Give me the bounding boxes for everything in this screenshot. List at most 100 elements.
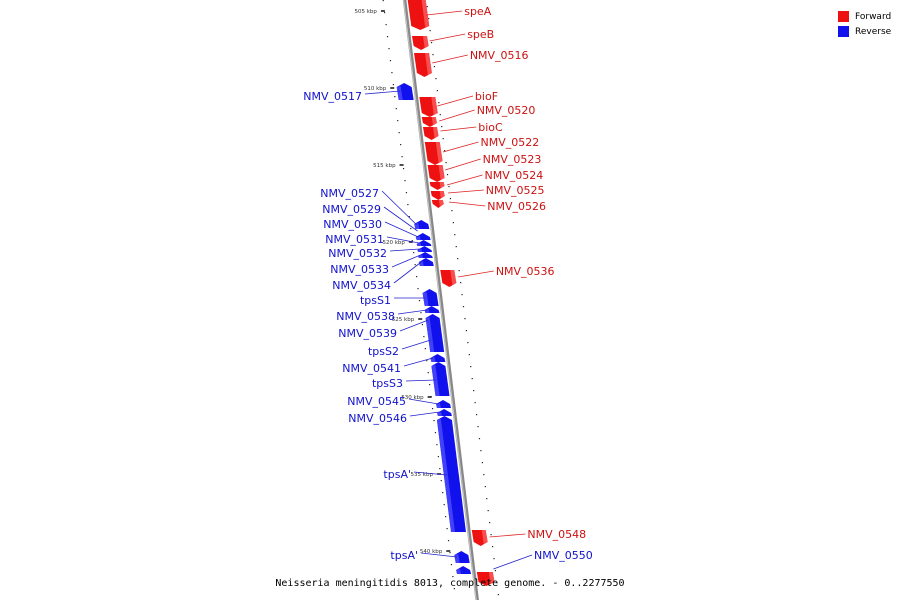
- forward-leader-line: [437, 95, 474, 107]
- reverse-gene-block[interactable]: [422, 289, 439, 306]
- reverse-gene-block[interactable]: [456, 566, 472, 574]
- rail-dot-left: [408, 216, 410, 218]
- forward-gene-block[interactable]: [431, 200, 444, 208]
- forward-gene-label: speA: [464, 5, 491, 18]
- reverse-gene-block[interactable]: [416, 240, 432, 246]
- forward-gene-block[interactable]: [440, 270, 457, 287]
- reverse-gene-label: NMV_0539: [338, 327, 397, 340]
- reverse-gene-block[interactable]: [414, 220, 430, 229]
- rail-dot-left: [388, 48, 390, 50]
- tick-label: 540 kbp: [420, 549, 443, 555]
- reverse-gene-block[interactable]: [418, 258, 434, 266]
- forward-gene-label: NMV_0520: [477, 104, 536, 117]
- rail-dot-left: [382, 0, 384, 2]
- forward-gene-label: NMV_0522: [480, 136, 539, 149]
- rail-dot-left: [414, 264, 416, 266]
- reverse-gene-label: NMV_0550: [534, 549, 593, 562]
- rail-dot-left: [450, 564, 453, 566]
- rail-dot-left: [410, 228, 412, 230]
- reverse-leader-line: [408, 398, 439, 405]
- rail-dot-right: [477, 426, 479, 428]
- reverse-swatch: [838, 26, 849, 37]
- reverse-leader-line: [381, 190, 418, 226]
- forward-gene-block[interactable]: [476, 572, 495, 586]
- reverse-gene-label: NMV_0541: [342, 362, 401, 375]
- reverse-gene-block[interactable]: [436, 416, 466, 532]
- forward-leader-line: [489, 533, 526, 538]
- forward-gene-block[interactable]: [411, 36, 429, 50]
- rail-dot-right: [441, 126, 443, 128]
- forward-gene-label: NMV_0524: [484, 169, 543, 182]
- rail-dot-right: [471, 378, 473, 380]
- rail-dot-right: [452, 222, 454, 224]
- forward-gene-label: bioF: [475, 90, 498, 103]
- forward-gene-label: NMV_0525: [486, 184, 545, 197]
- forward-swatch: [838, 11, 849, 22]
- forward-gene-block[interactable]: [471, 530, 488, 546]
- rail-dot-left: [385, 24, 387, 26]
- rail-dot-right: [429, 30, 431, 32]
- tick-label: 505 kbp: [355, 9, 378, 15]
- rail-dot-left: [452, 576, 454, 578]
- reverse-gene-block[interactable]: [454, 551, 470, 563]
- rail-dot-left: [434, 432, 437, 434]
- forward-gene-block[interactable]: [419, 97, 438, 117]
- rail-dot-right: [464, 318, 466, 320]
- reverse-gene-block[interactable]: [437, 409, 452, 416]
- rail-dot-right: [438, 102, 440, 104]
- rail-dot-left: [424, 348, 426, 350]
- reverse-gene-block[interactable]: [396, 83, 414, 100]
- forward-gene-block[interactable]: [414, 53, 432, 77]
- rail-dot-left: [416, 276, 418, 278]
- rail-dot-left: [437, 456, 439, 458]
- rail-dot-left: [392, 84, 394, 86]
- rail-dot-right: [484, 486, 486, 488]
- reverse-gene-label: tpsS2: [368, 345, 399, 358]
- reverse-gene-block[interactable]: [431, 362, 450, 396]
- reverse-leader-line: [389, 248, 420, 252]
- rail-dot-right: [461, 294, 463, 296]
- tick-label: 510 kbp: [364, 86, 387, 92]
- rail-dot-left: [439, 468, 441, 470]
- rail-dot-right: [432, 54, 434, 56]
- reverse-gene-block[interactable]: [424, 306, 440, 313]
- reverse-gene-label: tpsS1: [360, 294, 391, 307]
- forward-leader-line: [440, 126, 477, 132]
- reverse-gene-block[interactable]: [436, 400, 451, 408]
- forward-leader-line: [426, 10, 463, 16]
- rail-dot-right: [494, 570, 497, 572]
- forward-gene-block[interactable]: [421, 117, 437, 127]
- forward-gene-block[interactable]: [430, 191, 445, 200]
- rail-dot-left: [443, 504, 445, 506]
- rail-dot-right: [444, 150, 446, 152]
- rail-dot-right: [470, 366, 472, 368]
- rail-dot-left: [447, 540, 450, 542]
- rail-dot-right: [480, 450, 482, 452]
- reverse-gene-label: NMV_0529: [322, 203, 381, 216]
- forward-gene-block[interactable]: [427, 165, 445, 182]
- tick-label: 515 kbp: [373, 163, 396, 169]
- rail-dot-left: [395, 108, 397, 110]
- forward-leader-line: [458, 270, 494, 278]
- rail-dot-left: [453, 588, 455, 590]
- rail-dot-left: [386, 36, 389, 38]
- rail-dot-left: [433, 420, 435, 422]
- forward-gene-block[interactable]: [424, 142, 443, 165]
- reverse-gene-label: NMV_0527: [320, 187, 379, 200]
- reverse-gene-block[interactable]: [415, 233, 431, 240]
- reverse-gene-label: NMV_0531: [325, 233, 384, 246]
- reverse-gene-block[interactable]: [425, 314, 445, 352]
- reverse-leader-line: [409, 411, 440, 417]
- forward-gene-label: NMV_0526: [487, 200, 546, 213]
- reverse-gene-label: NMV_0546: [348, 412, 407, 425]
- rail-dot-right: [435, 78, 437, 80]
- rail-dot-right: [475, 414, 478, 416]
- forward-gene-block[interactable]: [429, 182, 445, 190]
- rail-dot-left: [429, 384, 431, 386]
- reverse-gene-block[interactable]: [417, 246, 433, 252]
- reverse-leader-line: [405, 379, 436, 382]
- rail-dot-right: [451, 210, 453, 212]
- forward-gene-block[interactable]: [422, 127, 439, 140]
- forward-gene-block[interactable]: [407, 0, 430, 30]
